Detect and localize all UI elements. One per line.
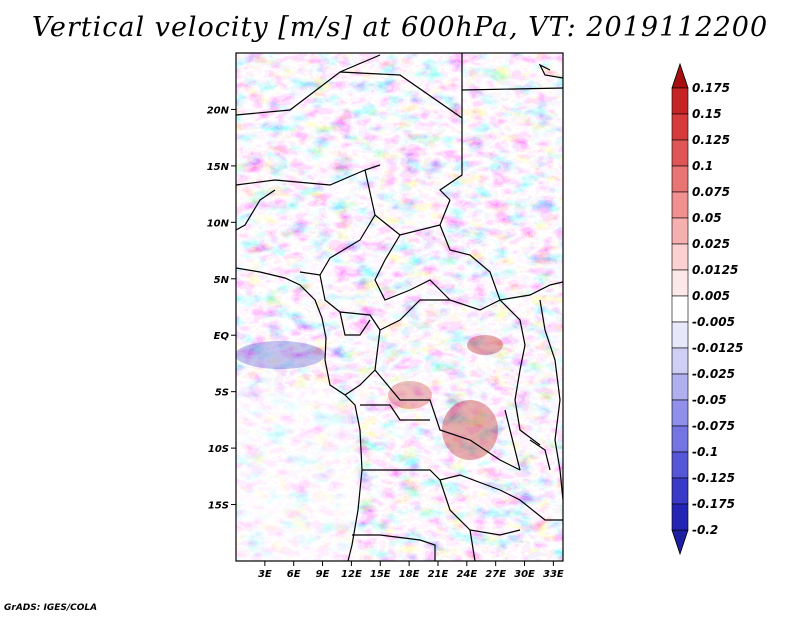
colorbar-box xyxy=(671,425,689,453)
colorbar-top-triangle xyxy=(671,62,689,89)
lon-tick-label: 6E xyxy=(287,569,301,580)
map-title: Vertical velocity [m/s] at 600hPa, VT: 2… xyxy=(31,12,769,43)
colorbar-label: 0.005 xyxy=(692,289,730,303)
colorbar-label: -0.005 xyxy=(692,315,735,329)
colorbar-label: 0.175 xyxy=(692,81,730,95)
colorbar-label: -0.05 xyxy=(692,393,727,407)
colorbar-label: 0.125 xyxy=(692,133,730,147)
colorbar-box xyxy=(671,87,689,115)
lat-tick-label: 15N xyxy=(207,162,230,173)
lat-tick-label: 10S xyxy=(208,444,229,455)
lon-tick-label: 12E xyxy=(341,569,362,580)
lat-tick-label: 15S xyxy=(208,501,229,512)
colorbar-label: -0.2 xyxy=(692,523,718,537)
colorbar-box xyxy=(671,113,689,141)
colorbar-label: -0.025 xyxy=(692,367,735,381)
colorbar-box xyxy=(671,321,689,349)
colorbar-label: 0.05 xyxy=(692,211,722,225)
colorbar-box xyxy=(671,191,689,219)
colorbar-label: -0.1 xyxy=(692,445,718,459)
lat-tick-label: 5N xyxy=(214,275,230,286)
colorbar-label: 0.1 xyxy=(692,159,713,173)
longitude-axis: 3E 6E 9E 12E 15E 18E 21E 24E 27E 30E 33E xyxy=(258,561,564,580)
colorbar-box xyxy=(671,295,689,323)
colorbar-label: 0.0125 xyxy=(692,263,738,277)
lon-tick-label: 24E xyxy=(456,569,477,580)
colorbar-label: -0.0125 xyxy=(692,341,743,355)
colorbar-box xyxy=(671,139,689,167)
country-borders xyxy=(236,53,563,561)
map-frame xyxy=(235,52,564,562)
colorbar-label: -0.125 xyxy=(692,471,735,485)
lon-tick-label: 27E xyxy=(485,569,506,580)
colorbar-box xyxy=(671,503,689,531)
lon-tick-label: 21E xyxy=(428,569,449,580)
lon-tick-label: 15E xyxy=(370,569,391,580)
lon-tick-label: 3E xyxy=(258,569,272,580)
colorbar-label: 0.15 xyxy=(692,107,722,121)
lat-tick-label: 10N xyxy=(207,218,230,229)
colorbar-box xyxy=(671,373,689,401)
colorbar-box xyxy=(671,399,689,427)
colorbar: 0.175 0.15 0.125 0.1 0.075 0.05 0.025 0.0125 0.0… xyxy=(671,62,743,556)
colorbar-box xyxy=(671,269,689,297)
colorbar-label: 0.075 xyxy=(692,185,730,199)
colorbar-label: 0.025 xyxy=(692,237,730,251)
lon-tick-label: 33E xyxy=(543,569,564,580)
lon-tick-label: 30E xyxy=(514,569,535,580)
lat-tick-label: EQ xyxy=(214,331,230,342)
colorbar-box xyxy=(671,477,689,505)
vertical-velocity-field xyxy=(236,53,563,561)
lon-tick-label: 9E xyxy=(316,569,330,580)
colorbar-label: -0.175 xyxy=(692,497,735,511)
colorbar-box xyxy=(671,243,689,271)
lat-tick-label: 5S xyxy=(215,388,229,399)
lon-tick-label: 18E xyxy=(399,569,420,580)
colorbar-label: -0.075 xyxy=(692,419,735,433)
colorbar-box xyxy=(671,165,689,193)
lat-tick-label: 20N xyxy=(207,105,230,116)
colorbar-box xyxy=(671,451,689,479)
grads-footer: GrADS: IGES/COLA xyxy=(4,603,98,613)
colorbar-box xyxy=(671,217,689,245)
colorbar-bottom-triangle xyxy=(671,529,689,556)
colorbar-box xyxy=(671,347,689,375)
latitude-axis: 20N 15N 10N 5N EQ 5S 10S 15S xyxy=(207,105,236,512)
